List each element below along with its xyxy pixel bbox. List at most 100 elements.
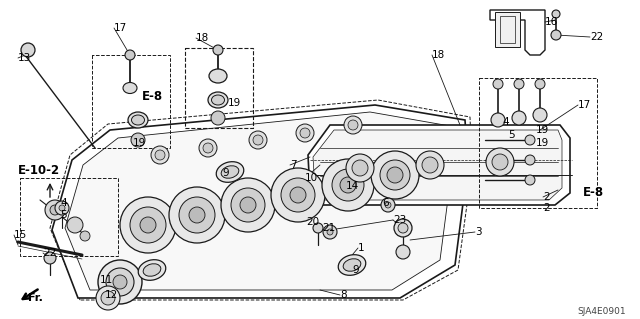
Ellipse shape (143, 264, 161, 276)
Circle shape (327, 229, 333, 235)
Text: SJA4E0901: SJA4E0901 (577, 307, 626, 315)
Circle shape (322, 159, 374, 211)
Ellipse shape (131, 115, 145, 125)
Text: 19: 19 (536, 125, 549, 135)
Circle shape (525, 135, 535, 145)
Circle shape (525, 175, 535, 185)
Text: 10: 10 (305, 173, 318, 183)
Text: 18: 18 (196, 33, 209, 43)
Circle shape (106, 268, 134, 296)
Circle shape (199, 139, 217, 157)
Circle shape (332, 169, 364, 201)
Circle shape (491, 113, 505, 127)
Ellipse shape (221, 166, 239, 178)
Circle shape (514, 79, 524, 89)
Circle shape (101, 291, 115, 305)
Text: 23: 23 (393, 215, 406, 225)
Bar (185, 48, 253, 128)
Circle shape (296, 124, 314, 142)
Text: 5: 5 (60, 210, 67, 220)
Text: 19: 19 (536, 138, 549, 148)
Text: 19: 19 (133, 138, 147, 148)
Circle shape (396, 245, 410, 259)
Circle shape (253, 135, 263, 145)
Circle shape (189, 207, 205, 223)
Polygon shape (65, 112, 452, 290)
Circle shape (131, 133, 145, 147)
Text: E-8: E-8 (142, 91, 163, 103)
Circle shape (525, 155, 535, 165)
Text: 7: 7 (290, 160, 296, 170)
Text: E-10-2: E-10-2 (18, 164, 60, 176)
Ellipse shape (209, 69, 227, 83)
Text: 4: 4 (60, 198, 67, 208)
Polygon shape (52, 105, 468, 298)
Circle shape (313, 223, 323, 233)
Text: 13: 13 (18, 53, 31, 63)
Text: 19: 19 (228, 98, 241, 108)
Circle shape (533, 108, 547, 122)
Circle shape (281, 178, 315, 212)
Bar (479, 78, 597, 208)
Circle shape (50, 205, 60, 215)
Circle shape (113, 275, 127, 289)
Text: 6: 6 (382, 198, 388, 208)
Ellipse shape (128, 112, 148, 128)
Text: 17: 17 (578, 100, 591, 110)
Text: 21: 21 (322, 223, 335, 233)
Bar (20, 178, 118, 256)
Circle shape (125, 50, 135, 60)
Text: 16: 16 (545, 17, 558, 27)
Circle shape (130, 207, 166, 243)
Ellipse shape (211, 95, 225, 105)
Circle shape (486, 148, 514, 176)
Circle shape (512, 111, 526, 125)
Circle shape (422, 157, 438, 173)
Circle shape (552, 10, 560, 18)
Circle shape (45, 200, 65, 220)
Text: 3: 3 (475, 227, 482, 237)
Ellipse shape (338, 255, 366, 275)
Circle shape (80, 231, 90, 241)
Circle shape (416, 151, 444, 179)
Ellipse shape (208, 92, 228, 108)
Text: 20: 20 (306, 217, 319, 227)
Circle shape (96, 286, 120, 310)
Polygon shape (308, 125, 570, 205)
Text: 22: 22 (43, 248, 56, 258)
Circle shape (290, 187, 306, 203)
Circle shape (211, 111, 225, 125)
Text: 11: 11 (100, 275, 113, 285)
Circle shape (271, 168, 325, 222)
Circle shape (221, 178, 275, 232)
Ellipse shape (216, 162, 244, 182)
Circle shape (352, 160, 368, 176)
Ellipse shape (343, 259, 361, 271)
Text: 4: 4 (502, 117, 509, 127)
Text: Fr.: Fr. (28, 293, 42, 303)
Circle shape (387, 167, 403, 183)
Circle shape (249, 131, 267, 149)
Circle shape (340, 177, 356, 193)
Circle shape (344, 116, 362, 134)
Ellipse shape (123, 83, 137, 93)
Circle shape (385, 202, 391, 208)
Bar (500, 16, 515, 43)
Circle shape (381, 198, 395, 212)
Text: 2: 2 (543, 203, 550, 213)
Circle shape (380, 160, 410, 190)
Text: 8: 8 (340, 290, 347, 300)
Circle shape (231, 188, 265, 222)
Circle shape (213, 45, 223, 55)
Circle shape (67, 217, 83, 233)
Circle shape (203, 143, 213, 153)
Circle shape (179, 197, 215, 233)
Bar (495, 12, 520, 47)
Circle shape (59, 205, 65, 211)
Polygon shape (490, 10, 545, 55)
Text: 15: 15 (14, 230, 28, 240)
Circle shape (346, 154, 374, 182)
Text: 1: 1 (358, 243, 365, 253)
Circle shape (55, 201, 69, 215)
Ellipse shape (138, 260, 166, 280)
